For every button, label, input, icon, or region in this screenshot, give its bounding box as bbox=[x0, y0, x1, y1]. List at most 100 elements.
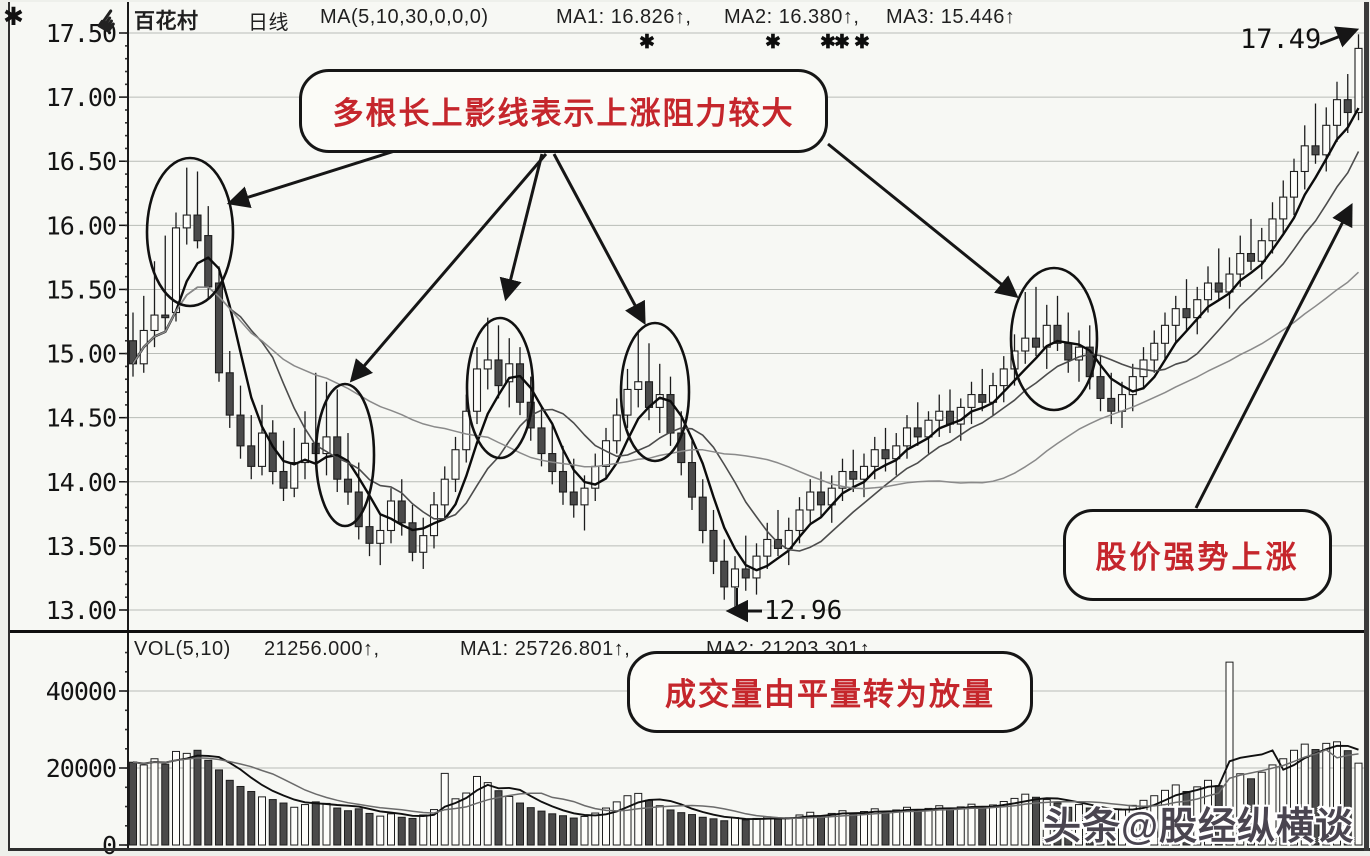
candle-down bbox=[1343, 99, 1352, 114]
volume-bar bbox=[1193, 786, 1202, 846]
volume-bar bbox=[548, 813, 557, 846]
candle-down bbox=[978, 394, 987, 403]
volume-bar bbox=[311, 801, 320, 846]
candle-down bbox=[408, 522, 417, 553]
candle-up bbox=[1257, 240, 1266, 262]
candle-up bbox=[440, 478, 449, 506]
candle-up bbox=[1150, 342, 1159, 361]
volume-bar bbox=[505, 795, 514, 846]
volume-bar bbox=[849, 813, 858, 846]
volume-bar bbox=[870, 808, 879, 846]
candle-up bbox=[1074, 346, 1084, 361]
event-star-marker: ✱ bbox=[834, 32, 850, 53]
volume-bar bbox=[215, 769, 223, 846]
candle-up bbox=[1160, 324, 1170, 344]
volume-ma1-value: MA1: 25726.801↑, bbox=[460, 638, 631, 660]
event-star-marker: ✱ bbox=[639, 32, 655, 53]
volume-bar bbox=[817, 815, 825, 846]
volume-bar bbox=[709, 818, 718, 846]
volume-bar bbox=[1107, 812, 1116, 846]
candle-down bbox=[1064, 342, 1073, 361]
candle-down bbox=[1053, 324, 1062, 344]
volume-bar bbox=[698, 816, 707, 846]
candle-up bbox=[1332, 99, 1342, 126]
volume-bar bbox=[806, 811, 815, 846]
volume-bar bbox=[752, 817, 761, 846]
price-axis-label: 16.50 bbox=[46, 147, 116, 176]
candle-down bbox=[1096, 376, 1105, 399]
period-label[interactable]: 日线 bbox=[248, 12, 289, 34]
volume-axis-label: 40000 bbox=[46, 677, 116, 706]
candle-up bbox=[376, 529, 385, 544]
volume-bar bbox=[666, 809, 675, 846]
volume-bar bbox=[258, 796, 266, 846]
volume-bar bbox=[1161, 789, 1169, 846]
volume-bar bbox=[1290, 749, 1298, 846]
volume-bar bbox=[559, 815, 567, 846]
candle-up bbox=[257, 432, 267, 467]
candle-up bbox=[763, 538, 772, 557]
candle-down bbox=[913, 427, 922, 438]
candle-down bbox=[720, 560, 729, 588]
price-axis-label: 15.50 bbox=[46, 275, 116, 304]
candle-down bbox=[193, 214, 202, 242]
candle-up bbox=[612, 414, 621, 442]
annotation-arrow bbox=[1194, 202, 1353, 509]
volume-axis-label: 0 bbox=[102, 831, 116, 856]
volume-bar bbox=[397, 816, 406, 846]
candle-up bbox=[1279, 196, 1288, 220]
candle-up bbox=[1289, 170, 1299, 198]
candle-down bbox=[569, 491, 578, 506]
volume-bar bbox=[365, 812, 374, 846]
volume-bar bbox=[290, 806, 299, 846]
annotation-strong-rally: 股价强势上涨 bbox=[1063, 509, 1332, 601]
candle-up bbox=[386, 500, 396, 532]
stock-name: 百花村 bbox=[134, 10, 199, 33]
volume-bar bbox=[1354, 762, 1363, 846]
volume-bar bbox=[526, 807, 535, 846]
event-star-marker: ✱ bbox=[820, 32, 836, 53]
volume-bar bbox=[580, 816, 589, 846]
candle-up bbox=[419, 535, 428, 553]
annotation-upper-shadow-resistance: 多根长上影线表示上涨阻力较大 bbox=[299, 69, 828, 153]
volume-bar bbox=[989, 804, 997, 846]
volume-bar bbox=[1150, 795, 1159, 846]
volume-bar bbox=[344, 810, 352, 846]
candle-down bbox=[666, 394, 675, 434]
volume-bar bbox=[688, 814, 696, 846]
volume-bar bbox=[1322, 742, 1331, 846]
annotation-text: 股价强势上涨 bbox=[1095, 539, 1300, 575]
candle-down bbox=[161, 314, 170, 319]
volume-ma-line bbox=[132, 744, 1359, 821]
price-axis-label: 13.50 bbox=[46, 532, 116, 561]
volume-bar bbox=[1225, 661, 1234, 846]
candle-down bbox=[236, 414, 245, 447]
candle-up bbox=[580, 487, 589, 506]
price-axis-label: 17.00 bbox=[46, 83, 116, 112]
candle-down bbox=[343, 478, 353, 493]
candle-down bbox=[558, 470, 568, 493]
volume-indicator-label[interactable]: VOL(5,10) bbox=[134, 638, 231, 660]
volume-bar bbox=[569, 817, 578, 846]
ma3-value: MA3: 15.446↑ bbox=[886, 6, 1016, 28]
candle-up bbox=[806, 491, 815, 511]
volume-bar bbox=[182, 752, 191, 846]
candle-up bbox=[505, 363, 514, 383]
volume-bar bbox=[462, 792, 471, 846]
volume-bar bbox=[268, 799, 277, 846]
candle-down bbox=[214, 282, 224, 374]
candle-up bbox=[1268, 218, 1277, 242]
candle-up bbox=[601, 440, 611, 467]
volume-bar bbox=[763, 816, 772, 846]
volume-bar bbox=[1279, 758, 1288, 846]
volume-bar bbox=[612, 801, 621, 846]
candle-up bbox=[967, 394, 976, 408]
volume-bar bbox=[1204, 779, 1212, 846]
volume-bar bbox=[903, 806, 911, 846]
candle-down bbox=[773, 538, 783, 549]
candle-up bbox=[795, 509, 804, 532]
price-ma-line bbox=[132, 151, 1360, 552]
candle-down bbox=[687, 461, 697, 498]
volume-bar bbox=[1236, 773, 1245, 846]
volume-bar bbox=[623, 795, 632, 846]
